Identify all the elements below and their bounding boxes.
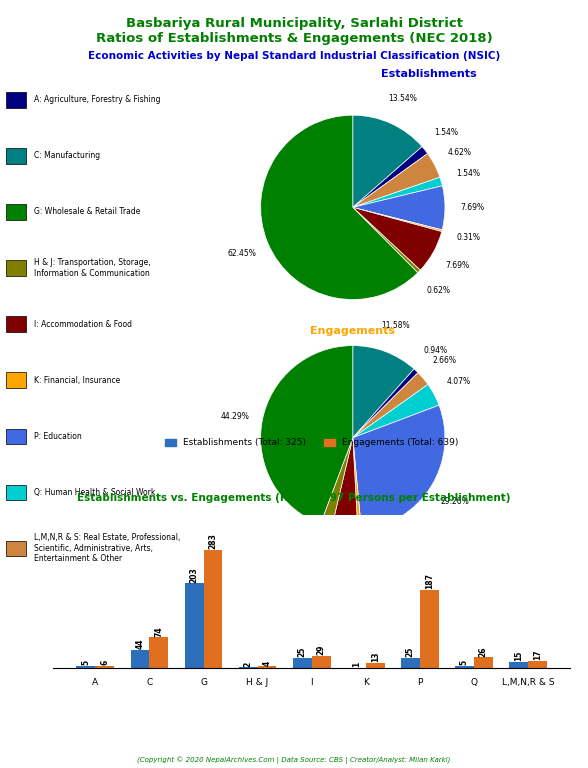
Bar (528, 661, 547, 668)
Text: 2.66%: 2.66% (432, 356, 456, 365)
Text: A: Agriculture, Forestry & Fishing: A: Agriculture, Forestry & Fishing (34, 95, 160, 104)
Text: 1: 1 (352, 662, 361, 667)
Text: (Copyright © 2020 NepalArchives.Com | Data Source: CBS | Creator/Analyst: Milan : (Copyright © 2020 NepalArchives.Com | Da… (138, 756, 450, 764)
Text: 5: 5 (460, 660, 469, 665)
Text: 1.54%: 1.54% (456, 169, 480, 178)
Text: 5: 5 (81, 660, 91, 665)
Text: 15: 15 (514, 651, 523, 661)
Text: 4: 4 (262, 660, 272, 666)
Text: 187: 187 (425, 574, 434, 590)
Bar (185, 584, 203, 668)
Text: 11.58%: 11.58% (381, 321, 410, 330)
Wedge shape (353, 406, 445, 529)
Text: 7.69%: 7.69% (446, 261, 470, 270)
Bar (293, 657, 312, 668)
Text: 29.26%: 29.26% (440, 497, 469, 505)
Text: 29: 29 (316, 645, 326, 655)
Wedge shape (353, 385, 439, 438)
Text: 44.29%: 44.29% (220, 412, 249, 421)
Text: Economic Activities by Nepal Standard Industrial Classification (NSIC): Economic Activities by Nepal Standard In… (88, 51, 500, 61)
Text: 62.45%: 62.45% (228, 249, 256, 257)
Wedge shape (353, 346, 414, 438)
Bar (203, 550, 222, 668)
Text: 203: 203 (189, 567, 199, 583)
Text: 2: 2 (243, 661, 253, 667)
Text: Ratios of Establishments & Engagements (NEC 2018): Ratios of Establishments & Engagements (… (96, 32, 492, 45)
Bar (366, 663, 385, 668)
Text: H & J: Transportation, Storage,
Information & Communication: H & J: Transportation, Storage, Informat… (34, 258, 150, 278)
Text: 4.62%: 4.62% (447, 147, 471, 157)
Text: 2.03%: 2.03% (306, 548, 330, 557)
Bar (474, 657, 493, 668)
Text: Establishments vs. Engagements (Ratio: 1.97 Persons per Establishment): Establishments vs. Engagements (Ratio: 1… (77, 493, 511, 503)
Text: 1.54%: 1.54% (435, 128, 459, 137)
Text: Basbariya Rural Municipality, Sarlahi District: Basbariya Rural Municipality, Sarlahi Di… (125, 17, 463, 30)
Text: I: Accommodation & Food: I: Accommodation & Food (34, 319, 132, 329)
Text: 283: 283 (209, 534, 218, 549)
Wedge shape (353, 438, 362, 530)
Text: L,M,N,R & S: Real Estate, Professional,
Scientific, Administrative, Arts,
Entert: L,M,N,R & S: Real Estate, Professional, … (34, 534, 180, 563)
Wedge shape (353, 115, 422, 207)
Wedge shape (353, 207, 442, 270)
Text: 0.31%: 0.31% (457, 233, 480, 242)
Bar (131, 650, 149, 668)
Wedge shape (320, 438, 353, 528)
Text: 74: 74 (155, 626, 163, 637)
Text: 0.62%: 0.62% (427, 286, 451, 295)
Text: 13: 13 (370, 651, 380, 662)
Wedge shape (353, 154, 440, 207)
Text: 7.69%: 7.69% (460, 204, 485, 213)
Wedge shape (353, 207, 442, 232)
Wedge shape (260, 346, 353, 524)
Text: 13.54%: 13.54% (388, 94, 417, 103)
Wedge shape (353, 147, 427, 207)
Bar (258, 667, 276, 668)
Text: P: Education: P: Education (34, 432, 81, 441)
Text: K: Financial, Insurance: K: Financial, Insurance (34, 376, 120, 385)
Bar (455, 666, 474, 668)
Wedge shape (353, 369, 418, 438)
Text: 0.63%: 0.63% (350, 553, 374, 561)
Text: G: Wholesale & Retail Trade: G: Wholesale & Retail Trade (34, 207, 140, 217)
Bar (239, 667, 258, 668)
Text: 26: 26 (479, 646, 488, 657)
Text: Establishments: Establishments (382, 69, 477, 79)
Legend: Establishments (Total: 325), Engagements (Total: 639): Establishments (Total: 325), Engagements… (161, 435, 462, 451)
Wedge shape (353, 177, 442, 207)
Wedge shape (332, 438, 358, 530)
Text: 0.94%: 0.94% (423, 346, 447, 355)
Wedge shape (260, 115, 418, 300)
Wedge shape (353, 186, 445, 230)
Bar (95, 666, 114, 668)
Bar (76, 666, 95, 668)
Text: 25: 25 (406, 647, 415, 657)
Wedge shape (353, 372, 428, 438)
Bar (401, 657, 420, 668)
Bar (420, 590, 439, 668)
Text: Engagements: Engagements (310, 326, 395, 336)
Wedge shape (353, 207, 420, 273)
Text: 44: 44 (135, 639, 145, 649)
Text: 4.07%: 4.07% (446, 377, 470, 386)
Text: 17: 17 (533, 650, 542, 660)
Text: C: Manufacturing: C: Manufacturing (34, 151, 99, 161)
Text: Q: Human Health & Social Work: Q: Human Health & Social Work (34, 488, 155, 497)
Bar (509, 662, 528, 668)
Text: 25: 25 (298, 647, 307, 657)
Bar (149, 637, 168, 668)
Text: 6: 6 (101, 660, 109, 665)
Bar (312, 656, 330, 668)
Text: 4.54%: 4.54% (330, 553, 354, 561)
